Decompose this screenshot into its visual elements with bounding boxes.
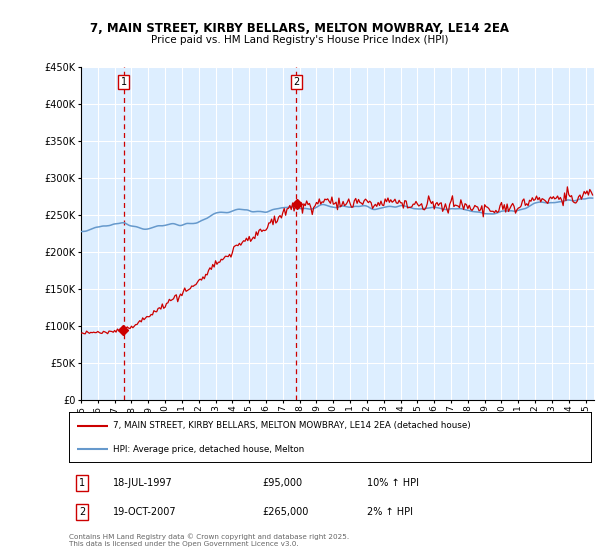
- Text: 1: 1: [121, 77, 127, 87]
- Text: 18-JUL-1997: 18-JUL-1997: [113, 478, 173, 488]
- Text: 7, MAIN STREET, KIRBY BELLARS, MELTON MOWBRAY, LE14 2EA: 7, MAIN STREET, KIRBY BELLARS, MELTON MO…: [91, 22, 509, 35]
- Text: Price paid vs. HM Land Registry's House Price Index (HPI): Price paid vs. HM Land Registry's House …: [151, 35, 449, 45]
- Text: £95,000: £95,000: [262, 478, 302, 488]
- Text: HPI: Average price, detached house, Melton: HPI: Average price, detached house, Melt…: [113, 445, 305, 454]
- Text: 7, MAIN STREET, KIRBY BELLARS, MELTON MOWBRAY, LE14 2EA (detached house): 7, MAIN STREET, KIRBY BELLARS, MELTON MO…: [113, 421, 471, 430]
- Text: 2: 2: [79, 507, 85, 517]
- Text: Contains HM Land Registry data © Crown copyright and database right 2025.
This d: Contains HM Land Registry data © Crown c…: [69, 533, 349, 547]
- Text: 1: 1: [79, 478, 85, 488]
- Text: 2: 2: [293, 77, 299, 87]
- Text: £265,000: £265,000: [262, 507, 308, 517]
- Text: 10% ↑ HPI: 10% ↑ HPI: [367, 478, 419, 488]
- Text: 19-OCT-2007: 19-OCT-2007: [113, 507, 177, 517]
- Text: 2% ↑ HPI: 2% ↑ HPI: [367, 507, 413, 517]
